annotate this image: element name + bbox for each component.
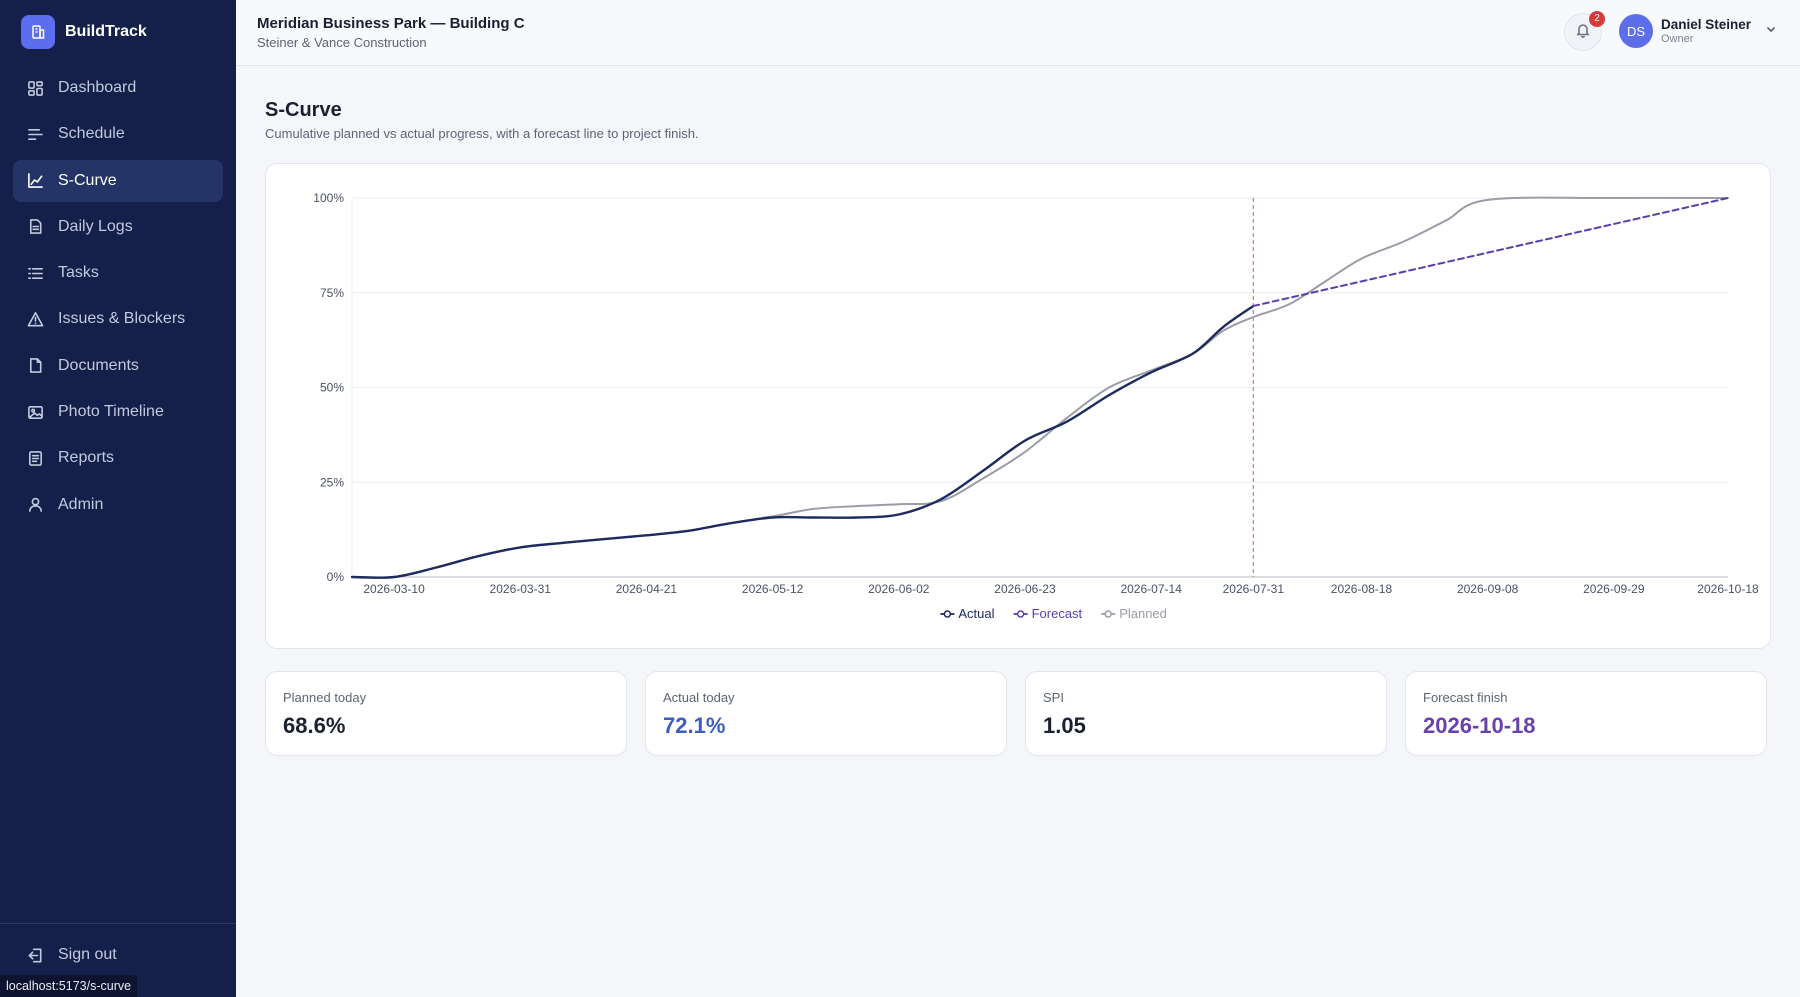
sidebar-item-label: Reports [58,449,115,467]
s-curve-chart-card: 0% 25% 50% 75% 100% 2026-03-10 2026-03-31 2026-… [265,163,1771,649]
page-title: S-Curve [265,99,342,121]
project-subtitle: Steiner & Vance Construction [257,35,427,50]
sidebar-item-label: Tasks [58,264,99,282]
user-role: Owner [1661,33,1694,45]
y-tick-label: 25% [320,475,344,489]
stat-label: Planned today [283,690,367,705]
legend-marker-planned [1104,610,1112,618]
user-name: Daniel Steiner [1661,17,1752,32]
x-tick-label: 2026-09-29 [1583,582,1645,596]
schedule-icon [26,125,44,143]
series-line-forecast [1252,197,1729,307]
x-tick-label: 2026-05-12 [742,582,804,596]
sidebar-item-documents[interactable]: Documents [13,345,223,387]
x-tick-label: 2026-07-14 [1120,582,1182,596]
bell-icon [1575,22,1591,43]
legend-label-actual: Actual [958,606,994,621]
sidebar-footer: Sign out [0,923,236,997]
sidebar-item-daily-logs[interactable]: Daily Logs [13,206,223,248]
y-tick-label: 0% [327,570,345,584]
x-tick-label: 2026-03-10 [363,582,425,596]
sidebar-item-label: S-Curve [58,171,117,189]
brand[interactable]: BuildTrack [0,0,236,64]
stat-label: Forecast finish [1423,690,1508,705]
status-bar-url: localhost:5173/s-curve [0,975,138,997]
top-header: Meridian Business Park — Building C Stei… [236,0,1800,66]
sidebar: BuildTrack Dashboard Schedule S-Curve Da… [0,0,236,997]
user-menu[interactable]: DS Daniel Steiner Owner [1619,14,1777,48]
sidebar-nav: Dashboard Schedule S-Curve Daily Logs Ta… [0,67,236,526]
x-tick-label: 2026-04-21 [616,582,678,596]
sidebar-item-label: Admin [58,495,104,513]
x-tick-label: 2026-10-18 [1697,582,1759,596]
stat-value: 68.6% [283,713,346,738]
grid-icon [26,79,44,97]
building-icon [21,15,55,49]
stat-value: 1.05 [1043,713,1086,738]
sidebar-item-photo-timeline[interactable]: Photo Timeline [13,391,223,433]
notification-badge: 2 [1589,11,1605,27]
sidebar-item-label: Schedule [58,125,125,143]
legend-marker-forecast [1016,610,1025,618]
avatar: DS [1619,14,1653,48]
stat-planned-today: Planned today 68.6% [265,671,627,756]
sign-out-label: Sign out [58,946,117,963]
file-text-icon [26,218,44,236]
legend-label-forecast: Forecast [1032,606,1083,621]
x-tick-label: 2026-03-31 [490,582,552,596]
s-curve-chart: 0% 25% 50% 75% 100% 2026-03-10 2026-03-31 2026-… [313,191,1759,621]
app-name: BuildTrack [65,23,147,40]
stat-label: SPI [1043,690,1064,705]
sidebar-item-issues[interactable]: Issues & Blockers [13,298,223,340]
image-icon [26,403,44,421]
x-tick-label: 2026-08-18 [1331,582,1393,596]
legend-marker-actual [943,610,952,618]
page-description: Cumulative planned vs actual progress, w… [265,126,699,141]
project-title: Meridian Business Park — Building C [257,15,525,32]
sidebar-item-label: Daily Logs [58,217,133,235]
sign-out-button[interactable]: Sign out [26,946,117,964]
stat-value: 2026-10-18 [1423,713,1536,738]
sidebar-item-admin[interactable]: Admin [13,484,223,526]
sidebar-item-s-curve[interactable]: S-Curve [13,159,223,202]
stats-row: Planned today 68.6% Actual today 72.1% S… [265,671,1767,756]
x-tick-label: 2026-06-02 [868,582,930,596]
x-tick-label: 2026-07-31 [1223,582,1285,596]
alert-triangle-icon [26,310,44,328]
log-out-icon [26,946,44,964]
y-tick-label: 75% [320,286,344,300]
file-icon [26,357,44,375]
y-tick-label: 100% [313,191,344,205]
user-icon [26,496,44,514]
stat-value: 72.1% [663,713,726,738]
series-line-actual [350,304,1255,579]
report-icon [26,449,44,467]
sidebar-item-schedule[interactable]: Schedule [13,113,223,155]
line-chart-icon [26,172,44,190]
list-icon [26,264,44,282]
stat-spi: SPI 1.05 [1025,671,1387,756]
sidebar-item-label: Documents [58,356,139,374]
sidebar-item-dashboard[interactable]: Dashboard [13,67,223,109]
sidebar-item-reports[interactable]: Reports [13,437,223,479]
sidebar-item-tasks[interactable]: Tasks [13,252,223,294]
x-tick-label: 2026-09-08 [1457,582,1519,596]
stat-forecast-finish: Forecast finish 2026-10-18 [1405,671,1767,756]
y-tick-label: 50% [320,381,344,395]
chevron-down-icon [1765,22,1777,40]
legend-label-planned: Planned [1119,606,1167,621]
user-info: Daniel Steiner Owner [1661,17,1751,45]
sidebar-item-label: Photo Timeline [58,403,164,421]
stat-label: Actual today [663,690,735,705]
x-tick-label: 2026-06-23 [994,582,1056,596]
stat-actual-today: Actual today 72.1% [645,671,1007,756]
sidebar-item-label: Issues & Blockers [58,310,186,328]
sidebar-item-label: Dashboard [58,79,137,96]
